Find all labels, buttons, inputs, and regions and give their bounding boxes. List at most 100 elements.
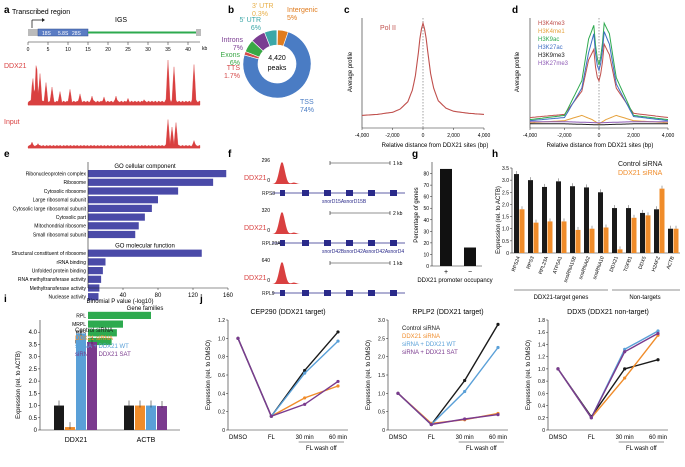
e-bar xyxy=(88,311,151,319)
j-chart-title: CEP290 (DDX21 target) xyxy=(250,309,325,316)
pie-label-tss: TSS xyxy=(300,99,314,106)
f-track-max: 296 xyxy=(262,158,271,164)
e-category-label: Cytosolic large ribosomal subunit xyxy=(13,206,87,212)
i-y-tick-label: 2.5 xyxy=(29,367,38,373)
e-x-tick-label: 40 xyxy=(120,293,127,299)
i-y-tick-label: 1.5 xyxy=(29,391,38,397)
h-bar xyxy=(561,221,567,253)
j-y-tick-label: 0.6 xyxy=(218,373,225,379)
f-track-label: DDX21 xyxy=(244,275,267,282)
j-series-point xyxy=(556,367,560,371)
f-exon xyxy=(302,290,309,296)
e-category-label: RPL xyxy=(76,313,86,319)
j-series-point xyxy=(623,347,627,351)
d-legend-h3k27ac: H3K27ac xyxy=(538,45,563,51)
panel-c-chart: -4,000 -2,000 0 2,000 4,000 xyxy=(355,18,490,139)
pie-label-exons: Exons xyxy=(221,52,241,59)
e-category-label: Cytosolic ribosome xyxy=(44,189,86,195)
i-legend-3: siRNA + DDX21 SAT xyxy=(75,352,131,358)
i-y-tick-label: 3.5 xyxy=(29,342,38,348)
c-series-label: Pol II xyxy=(380,25,396,32)
h-bar xyxy=(589,228,595,253)
j-series-point xyxy=(336,384,340,388)
j-y-tick-label: 0.6 xyxy=(538,391,545,397)
j-series-point xyxy=(589,416,593,420)
j-series-line xyxy=(557,332,659,420)
rdna-5etc-block xyxy=(28,29,38,36)
d-x-tick-label: 4,000 xyxy=(662,133,675,139)
track-label-ddx21: DDX21 xyxy=(4,63,27,70)
j-y-tick-label: 0.2 xyxy=(218,410,225,416)
j-series-point xyxy=(336,379,340,384)
h-y-tick-label: 2.0 xyxy=(502,202,509,208)
rrna-28s-label: 28S xyxy=(72,31,82,37)
f-exon xyxy=(280,290,285,296)
f-scale-label: 1 kb xyxy=(393,261,403,267)
e-bar xyxy=(88,204,152,212)
d-line-h3k27ac xyxy=(529,31,669,122)
h-bar xyxy=(659,188,665,253)
d-line-h3k4me3 xyxy=(529,42,669,118)
j-series-point xyxy=(496,322,500,326)
f-gene-name: RPL9 xyxy=(262,291,275,297)
f-peak xyxy=(272,212,302,234)
f-exon xyxy=(346,240,353,246)
panel-label-d: d xyxy=(512,5,518,16)
j-y-tick-label: 0.8 xyxy=(218,355,225,361)
e-category-label: Mitochondrial ribosome xyxy=(34,224,86,230)
pie-label-tts: 1.7% xyxy=(224,73,240,80)
h-category-label: RPL23A xyxy=(538,255,550,275)
f-exon xyxy=(280,190,285,196)
a-axis: 0 5 10 15 20 25 30 35 40 kb xyxy=(27,41,208,53)
j-xlabel: FL wash off xyxy=(306,446,337,452)
a-tracks xyxy=(27,59,201,149)
h-category-label: ATP5A1 xyxy=(552,255,564,274)
j-series-point xyxy=(336,339,340,343)
h-bar xyxy=(603,227,609,253)
h-y-tick-label: 0 xyxy=(506,251,509,257)
j-category-label: DMSO xyxy=(229,435,247,441)
f-track-label: DDX21 xyxy=(244,175,267,182)
f-exon xyxy=(390,240,397,246)
j-ylabel: Expression (rel. to DMSO) xyxy=(526,340,532,410)
i-bar xyxy=(135,405,145,430)
h-bar xyxy=(584,187,589,253)
pie-label-introns: 7% xyxy=(233,45,243,52)
j-series-point xyxy=(463,378,467,383)
j-y-tick-label: 0.4 xyxy=(218,391,225,397)
e-group-title: Gene families xyxy=(127,306,164,312)
pie-label-5-utr: 5' UTR xyxy=(239,17,261,24)
j-y-tick-label: 1.8 xyxy=(538,318,545,324)
d-line-h3k9me3 xyxy=(530,123,668,126)
h-category-label: H2AFZ xyxy=(651,256,662,273)
j-series-point xyxy=(496,413,500,417)
panel-d-chart: -4,000 -2,000 0 2,000 4,000 xyxy=(523,18,675,139)
e-xlabel: Binomial P value (-log10) xyxy=(87,299,154,305)
d-line-h3k9ac xyxy=(529,21,669,121)
pie-slice-intergenic xyxy=(277,29,289,47)
h-bar xyxy=(598,192,603,253)
j-legend-0: Control siRNA xyxy=(402,326,440,332)
f-snorna-name: snorD42A xyxy=(366,249,389,255)
h-category-label: TGFB1 xyxy=(623,255,634,272)
e-category-label: Ribonucleoprotein complex xyxy=(26,172,87,178)
j-series-line xyxy=(557,359,659,418)
panel-label-a: a xyxy=(4,5,10,16)
f-exon xyxy=(302,240,309,246)
j-series-point xyxy=(496,345,500,350)
j-y-tick-label: 1.4 xyxy=(538,342,545,348)
h-bar xyxy=(645,215,651,253)
f-exon xyxy=(324,190,331,196)
f-track-zero: 0 xyxy=(267,178,270,184)
j-category-label: 60 min xyxy=(489,435,507,441)
i-y-tick-label: 0.5 xyxy=(29,416,38,422)
h-category-label: DDX21 xyxy=(609,255,620,272)
j-y-tick-label: 0 xyxy=(542,428,545,434)
input-track-signal xyxy=(27,119,201,149)
j-y-tick-label: 1.0 xyxy=(218,336,225,342)
i-bar xyxy=(157,406,167,430)
h-bar xyxy=(514,174,519,253)
